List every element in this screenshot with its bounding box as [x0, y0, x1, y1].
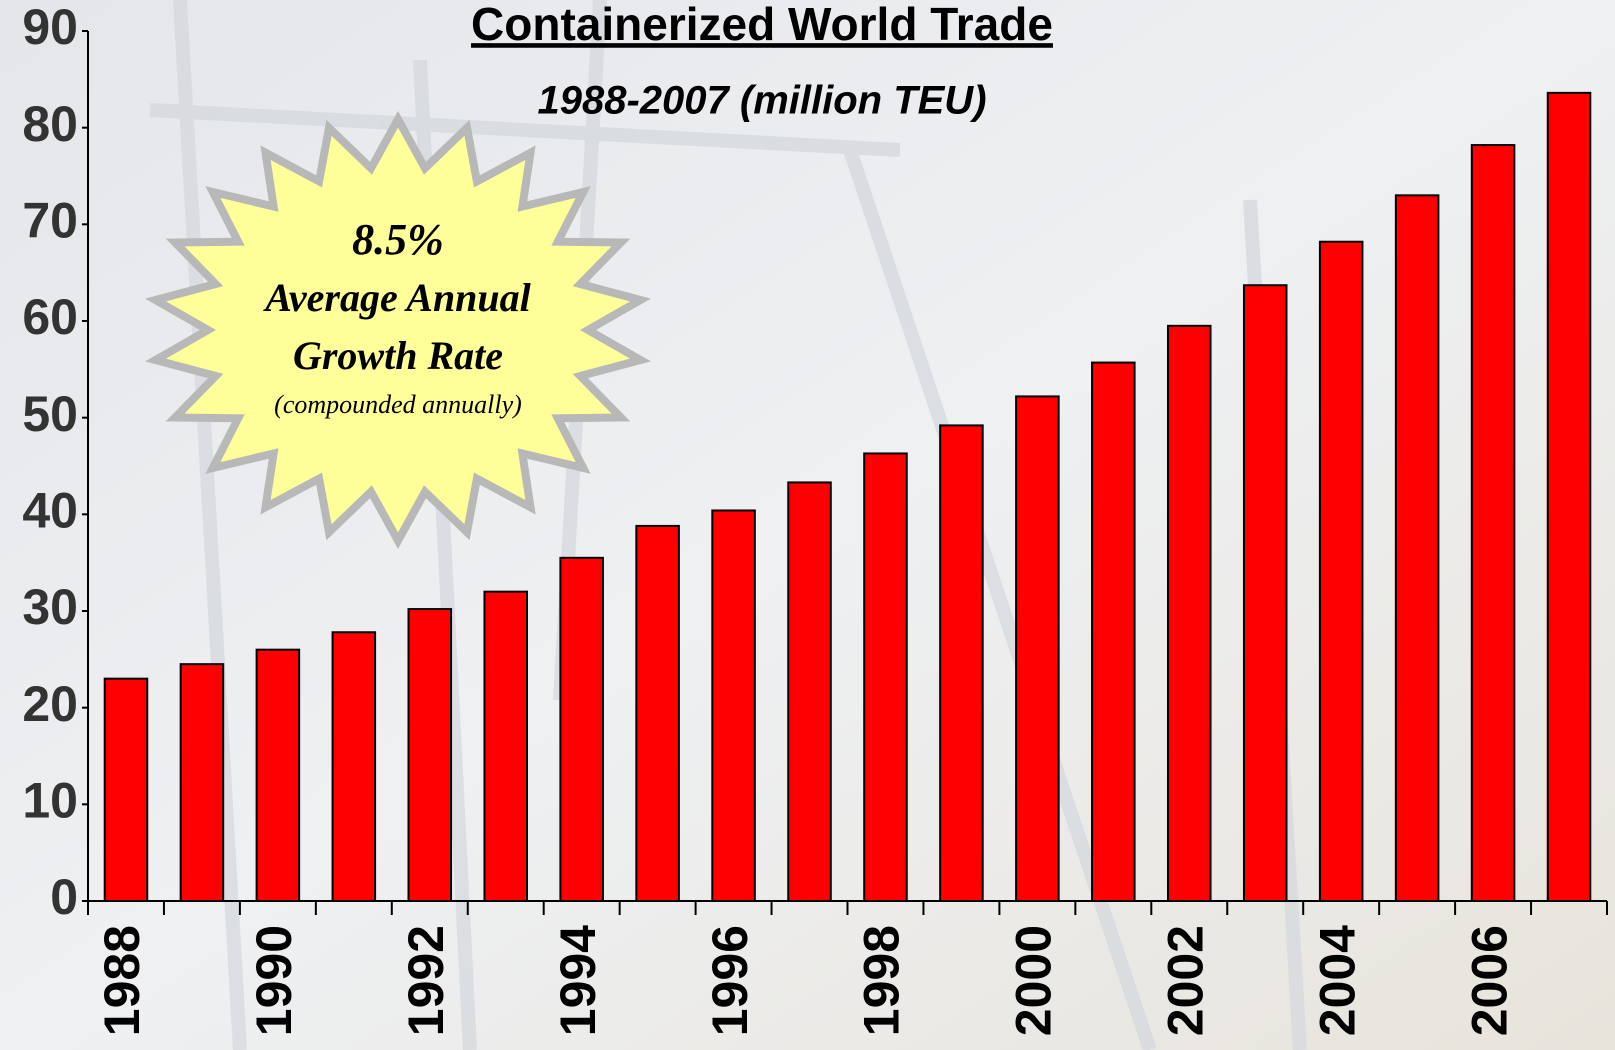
annotation-line: Growth Rate — [293, 333, 503, 378]
x-tick-label: 1988 — [94, 925, 150, 1036]
x-tick-label: 1996 — [702, 925, 758, 1036]
x-tick-label: 2004 — [1309, 925, 1365, 1036]
annotation-note: (compounded annually) — [274, 390, 522, 419]
bar — [1168, 326, 1211, 901]
bar — [1244, 285, 1287, 901]
y-tick-label: 70 — [22, 193, 78, 249]
bar — [333, 632, 376, 901]
bar — [788, 482, 831, 901]
chart: Containerized World Trade 1988-2007 (mil… — [0, 0, 1615, 1050]
bar — [257, 650, 300, 901]
bar — [105, 679, 148, 901]
y-tick-label: 10 — [22, 773, 78, 829]
bar — [1396, 195, 1439, 901]
bar — [560, 558, 603, 901]
x-tick-label: 1998 — [854, 925, 910, 1036]
bar — [1016, 396, 1059, 901]
y-tick-label: 80 — [22, 96, 78, 152]
bar — [1320, 242, 1363, 901]
x-tick-label: 1994 — [550, 925, 606, 1036]
bar — [484, 592, 527, 901]
x-tick-label: 2000 — [1006, 925, 1062, 1036]
y-tick-label: 90 — [22, 0, 78, 55]
y-tick-label: 20 — [22, 676, 78, 732]
bar — [940, 425, 983, 901]
bar — [1548, 93, 1591, 901]
y-tick-label: 60 — [22, 289, 78, 345]
y-tick-label: 30 — [22, 579, 78, 635]
bar — [181, 664, 224, 901]
y-tick-label: 0 — [50, 869, 78, 925]
x-tick-label: 2006 — [1461, 925, 1517, 1036]
annotation-line: Average Annual — [262, 275, 531, 320]
bar — [712, 510, 755, 901]
x-tick-label: 1990 — [246, 925, 302, 1036]
chart-title: Containerized World Trade — [471, 0, 1053, 50]
annotation-rate: 8.5% — [352, 215, 444, 264]
bar — [409, 609, 452, 901]
bar — [1092, 363, 1135, 901]
bar — [1472, 145, 1515, 901]
x-tick-label: 1992 — [398, 925, 454, 1036]
bar — [636, 526, 679, 901]
y-tick-label: 40 — [22, 483, 78, 539]
page: {"chart_data": { "type": "bar", "title":… — [0, 0, 1615, 1050]
x-tick-label: 2002 — [1157, 925, 1213, 1036]
chart-subtitle: 1988-2007 (million TEU) — [537, 79, 986, 123]
bar — [864, 453, 907, 901]
y-tick-label: 50 — [22, 386, 78, 442]
